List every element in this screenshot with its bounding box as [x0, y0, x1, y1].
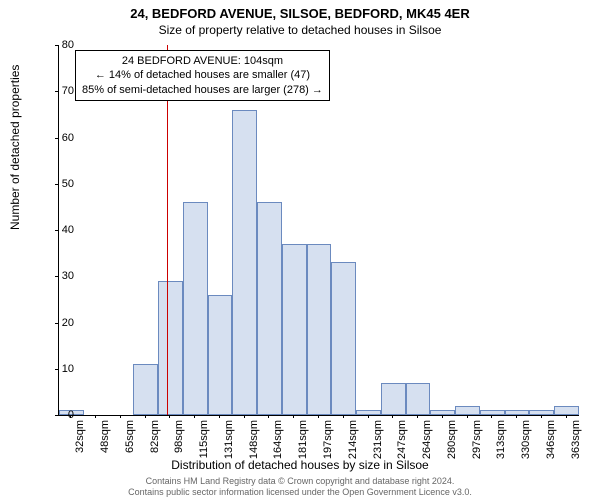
y-tick-mark: [55, 45, 58, 46]
footer-line-1: Contains HM Land Registry data © Crown c…: [0, 476, 600, 487]
histogram-bar: [381, 383, 406, 415]
x-tick-mark: [244, 415, 245, 418]
y-tick-mark: [55, 138, 58, 139]
y-tick-label: 30: [62, 270, 74, 282]
histogram-bar: [232, 110, 257, 415]
x-tick-mark: [417, 415, 418, 418]
y-axis-label: Number of detached properties: [8, 65, 22, 230]
histogram-chart: 24, BEDFORD AVENUE, SILSOE, BEDFORD, MK4…: [0, 0, 600, 500]
y-tick-mark: [55, 415, 58, 416]
x-tick-mark: [318, 415, 319, 418]
x-tick-mark: [219, 415, 220, 418]
histogram-bar: [430, 410, 455, 415]
x-tick-mark: [516, 415, 517, 418]
histogram-bar: [183, 202, 208, 415]
annotation-line: 85% of semi-detached houses are larger (…: [82, 83, 323, 97]
x-tick-mark: [541, 415, 542, 418]
histogram-bar: [257, 202, 282, 415]
x-axis-label: Distribution of detached houses by size …: [0, 458, 600, 472]
footer-line-2: Contains public sector information licen…: [0, 487, 600, 498]
x-tick-mark: [442, 415, 443, 418]
x-tick-mark: [368, 415, 369, 418]
annotation-line: 24 BEDFORD AVENUE: 104sqm: [82, 54, 323, 68]
y-tick-label: 10: [62, 363, 74, 375]
histogram-bar: [208, 295, 233, 415]
chart-title-main: 24, BEDFORD AVENUE, SILSOE, BEDFORD, MK4…: [0, 6, 600, 21]
chart-footer: Contains HM Land Registry data © Crown c…: [0, 476, 600, 498]
annotation-box: 24 BEDFORD AVENUE: 104sqm← 14% of detach…: [75, 50, 330, 101]
y-tick-mark: [55, 230, 58, 231]
y-tick-label: 40: [62, 224, 74, 236]
x-tick-mark: [566, 415, 567, 418]
histogram-bar: [331, 262, 356, 415]
histogram-bar: [133, 364, 158, 415]
chart-title-sub: Size of property relative to detached ho…: [0, 23, 600, 37]
y-tick-label: 20: [62, 317, 74, 329]
histogram-bar: [307, 244, 332, 415]
y-tick-label: 70: [62, 85, 74, 97]
x-tick-mark: [268, 415, 269, 418]
histogram-bar: [529, 410, 554, 415]
y-tick-label: 50: [62, 178, 74, 190]
y-tick-mark: [55, 323, 58, 324]
histogram-bar: [356, 410, 381, 415]
y-tick-label: 60: [62, 132, 74, 144]
histogram-bar: [282, 244, 307, 415]
x-tick-mark: [95, 415, 96, 418]
y-tick-mark: [55, 276, 58, 277]
x-tick-mark: [293, 415, 294, 418]
x-tick-mark: [169, 415, 170, 418]
y-tick-mark: [55, 369, 58, 370]
x-tick-mark: [70, 415, 71, 418]
histogram-bar: [455, 406, 480, 415]
y-tick-mark: [55, 184, 58, 185]
x-tick-mark: [194, 415, 195, 418]
x-tick-mark: [343, 415, 344, 418]
x-tick-mark: [120, 415, 121, 418]
x-tick-mark: [145, 415, 146, 418]
histogram-bar: [406, 383, 431, 415]
y-tick-mark: [55, 91, 58, 92]
histogram-bar: [158, 281, 183, 415]
x-tick-mark: [491, 415, 492, 418]
x-tick-mark: [467, 415, 468, 418]
histogram-bar: [554, 406, 579, 415]
annotation-line: ← 14% of detached houses are smaller (47…: [82, 68, 323, 82]
x-tick-mark: [392, 415, 393, 418]
y-tick-label: 80: [62, 39, 74, 51]
